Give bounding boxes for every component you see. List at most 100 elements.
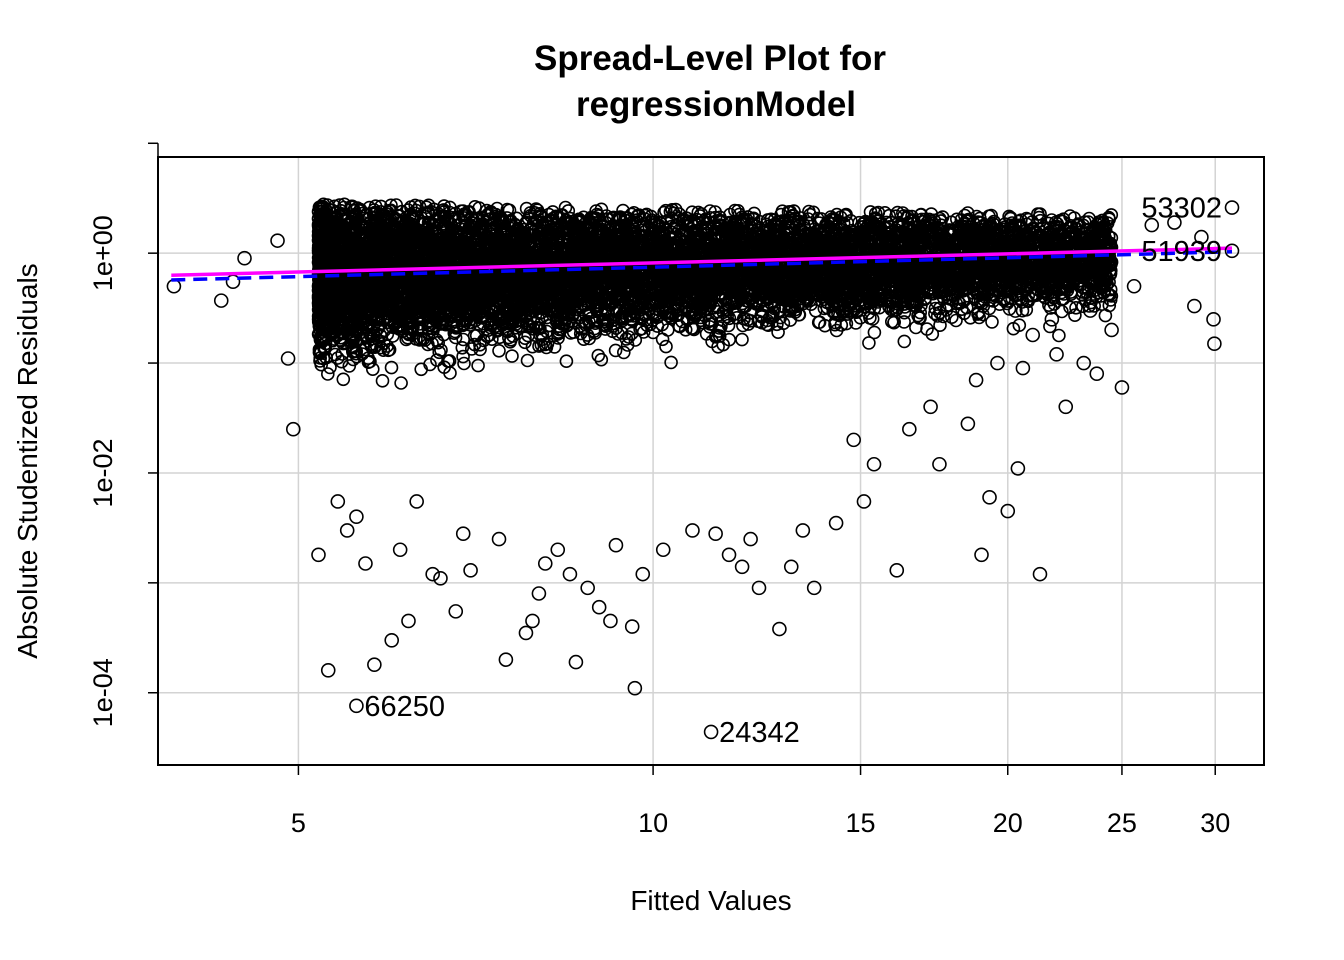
fit-line-least-squares: [171, 250, 1233, 282]
scatter-point-7: [320, 663, 336, 678]
scatter-point-27: [603, 613, 618, 629]
scatter-point-42: [960, 416, 976, 432]
scatter-point-4: [270, 233, 285, 248]
y-axis: 1e-04 1e-02 1e+00: [88, 142, 159, 727]
x-tick-label-2: 15: [846, 808, 876, 838]
scatter-point-65: [1015, 360, 1031, 376]
scatter-point-38: [828, 515, 844, 531]
scatter-point-0: [166, 278, 182, 294]
scatter-point-15: [433, 570, 448, 586]
x-axis: 5 10 15 20 25 30: [291, 764, 1230, 838]
scatter-point-11: [384, 633, 400, 648]
scatter-point-12: [401, 613, 416, 629]
scatter-point-45: [1000, 503, 1016, 519]
scatter-point-23: [562, 566, 578, 582]
scatter-point-43: [974, 547, 989, 563]
scatter-point-68: [923, 399, 938, 415]
scatter-point-40: [889, 563, 905, 578]
scatter-point-21: [531, 586, 547, 601]
scatter-point-34: [751, 580, 767, 596]
y-tick-label-0: 1e-04: [88, 658, 118, 727]
scatter-point-33: [734, 559, 750, 575]
scatter-point-8: [330, 494, 346, 509]
scatter-point-29: [627, 680, 643, 696]
scatter-point-41: [932, 456, 947, 472]
scatter-point-14: [425, 566, 440, 582]
scatter-point-80: [392, 542, 408, 558]
scatter-point-75: [685, 523, 700, 538]
x-tick-label-0: 5: [291, 808, 306, 838]
labeled-point-24342: [703, 724, 719, 740]
scatter-point-73: [743, 531, 758, 547]
scatter-point-5: [280, 351, 296, 366]
scatter-point-13: [409, 494, 424, 509]
scatter-point-36: [783, 559, 799, 575]
scatter-point-76: [608, 537, 624, 553]
scatter-point-49: [1114, 380, 1130, 395]
scatter-point-31: [655, 542, 671, 558]
scatter-point-10: [367, 657, 382, 672]
fit-lines: [171, 246, 1233, 282]
scatter-point-19: [518, 625, 534, 641]
scatter-point-78: [491, 531, 507, 547]
scatter-point-44: [982, 490, 997, 505]
x-tick-label-1: 10: [638, 808, 668, 838]
scatter-point-71: [846, 432, 861, 448]
chart-title-line-1: Spread-Level Plot for: [534, 39, 886, 78]
scatter-point-37: [806, 580, 822, 596]
scatter-point-54: [1187, 298, 1202, 314]
x-tick-label-5: 30: [1200, 808, 1230, 838]
scatter-point-62: [1049, 347, 1064, 362]
dense-point-cloud: [311, 197, 1119, 390]
scatter-point-60: [1044, 312, 1060, 327]
scatter-point-57: [1194, 229, 1209, 245]
scatter-point-63: [1082, 303, 1098, 318]
scatter-point-64: [1008, 303, 1023, 318]
scatter-point-39: [856, 494, 872, 509]
scatter-point-51: [1089, 366, 1105, 382]
labeled-point-51939: [1224, 243, 1240, 259]
scatter-point-47: [1032, 566, 1048, 582]
x-tick-label-3: 20: [993, 808, 1023, 838]
scatter-point-81: [339, 523, 355, 538]
scatter-point-50: [1076, 355, 1092, 371]
scatter-point-70: [866, 456, 882, 472]
scatter-point-55: [1206, 312, 1221, 327]
scatter-point-22: [537, 556, 553, 571]
scatter-point-56: [1207, 336, 1222, 352]
labeled-point-53302: [1224, 200, 1240, 215]
scatter-point-35: [772, 621, 787, 637]
point-label-66250: 66250: [364, 691, 445, 723]
scatter-point-20: [525, 613, 540, 629]
point-label-24342: 24342: [719, 717, 800, 749]
x-tick-label-4: 25: [1107, 808, 1137, 838]
scatter-point-61: [1025, 327, 1041, 343]
labeled-point-66250: [349, 698, 364, 714]
scatter-point-48: [1058, 399, 1074, 415]
scatter-point-79: [455, 526, 471, 542]
scatter-point-52: [1104, 322, 1119, 338]
scatter-point-24: [568, 654, 584, 670]
scatter-point-6: [285, 421, 301, 437]
scatter-point-16: [448, 604, 464, 619]
scatter-point-66: [990, 355, 1005, 371]
scatter-point-3: [237, 250, 252, 266]
scatter-point-17: [463, 563, 478, 578]
x-axis-label: Fitted Values: [630, 885, 791, 916]
scatter-point-69: [902, 421, 917, 437]
point-label-53302: 53302: [1141, 193, 1222, 225]
overplotted-circles: [311, 197, 1119, 390]
scatter-point-28: [624, 619, 640, 634]
scatter-point-58: [1167, 215, 1182, 230]
scatter-point-59: [1144, 217, 1160, 233]
scatter-point-83: [349, 509, 364, 524]
point-annotations: 53302 51939 66250 24342: [349, 193, 1240, 749]
scatter-point-82: [311, 547, 326, 563]
point-label-51939: 51939: [1141, 236, 1222, 268]
scatter-point-9: [358, 556, 373, 571]
scatter-point-53: [1126, 278, 1142, 294]
scatter-point-74: [708, 526, 723, 542]
fit-line-robust: [171, 246, 1233, 277]
y-tick-label-4: 1e+00: [88, 215, 118, 291]
